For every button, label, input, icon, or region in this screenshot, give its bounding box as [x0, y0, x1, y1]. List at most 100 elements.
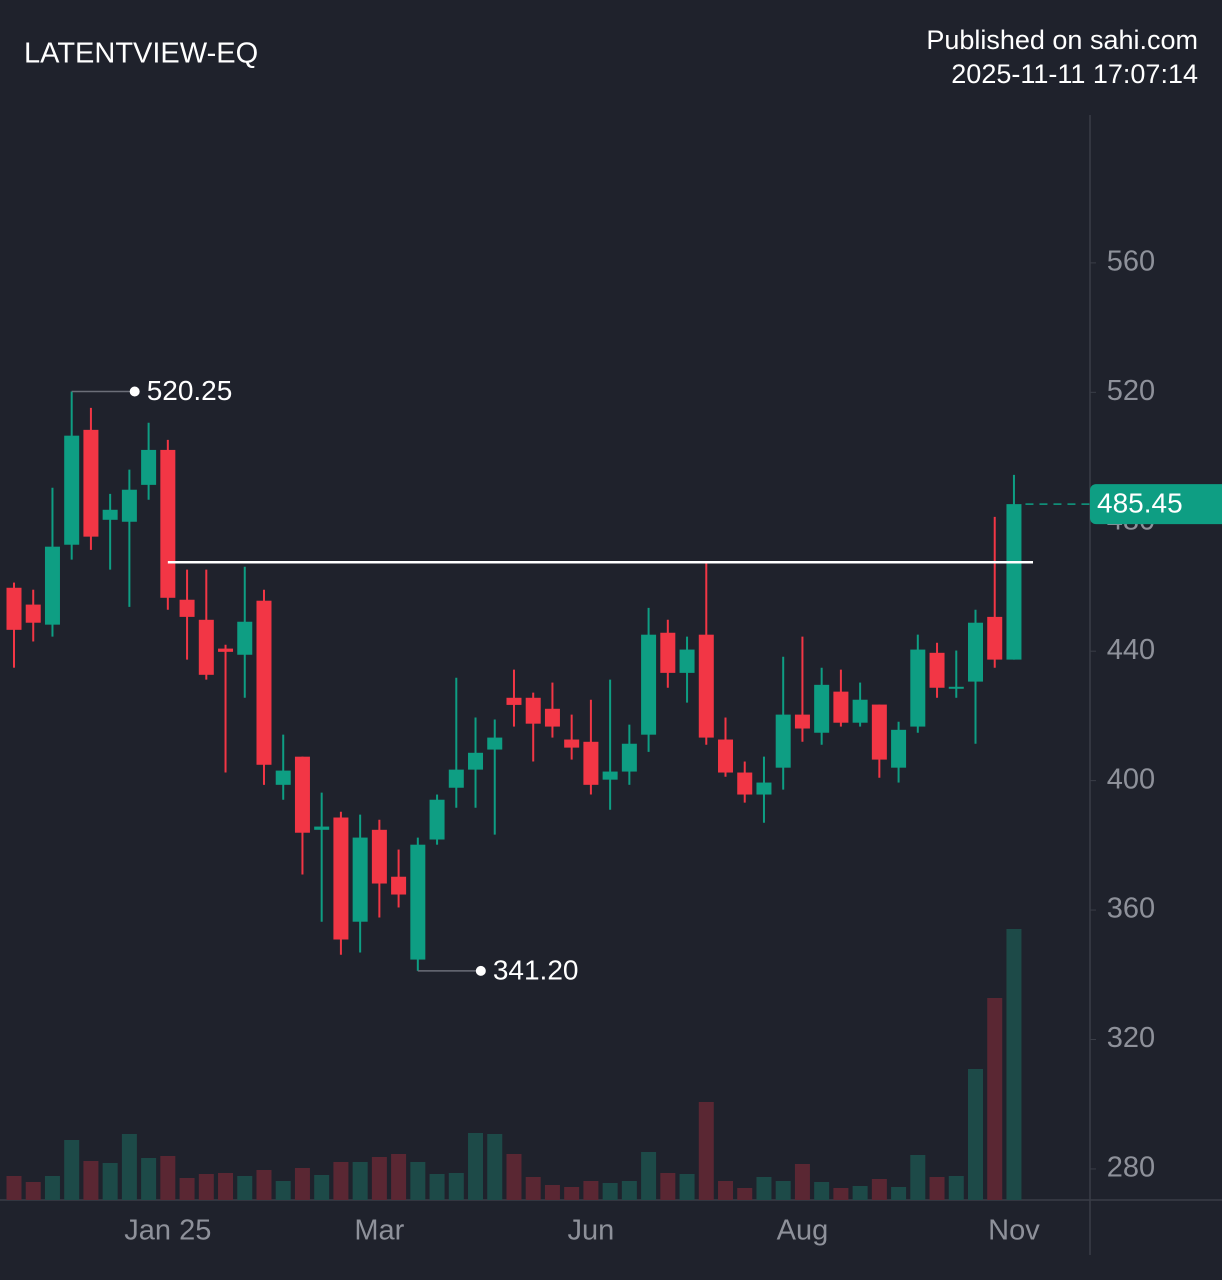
candle-body: [718, 739, 734, 773]
candle-body: [6, 587, 22, 630]
candle-body: [852, 699, 868, 723]
volume-bar: [198, 1174, 214, 1200]
volume-bar: [852, 1186, 868, 1200]
candle-body: [275, 770, 291, 785]
candle-body: [218, 648, 234, 652]
candle-body: [25, 604, 41, 623]
x-tick-label: Jun: [568, 1215, 615, 1247]
volume-bar: [352, 1162, 368, 1200]
candle-body: [314, 826, 330, 830]
candle-body: [487, 737, 503, 750]
annotation-label: 341.20: [493, 954, 579, 985]
volume-bar: [448, 1173, 464, 1200]
candle-body: [641, 634, 657, 735]
volume-bar: [6, 1176, 22, 1200]
candle-body: [429, 799, 445, 840]
candle-body: [775, 714, 791, 768]
volume-bar: [487, 1134, 503, 1200]
volume-bar: [333, 1162, 349, 1200]
volume-bar: [910, 1155, 926, 1200]
y-tick-label: 280: [1107, 1152, 1155, 1184]
volume-bar: [64, 1140, 80, 1200]
volume-bar: [564, 1187, 580, 1200]
last-price-label: 485.45: [1097, 488, 1183, 519]
candle-body: [525, 697, 541, 724]
candle-body: [948, 686, 964, 689]
volume-bar: [83, 1161, 99, 1200]
x-tick-label: Nov: [988, 1215, 1040, 1247]
volume-bar: [429, 1174, 445, 1200]
y-tick-label: 520: [1107, 375, 1155, 407]
candle-body: [679, 649, 695, 673]
candle-body: [660, 632, 676, 673]
candle-body: [121, 489, 137, 522]
volume-bar: [102, 1163, 118, 1200]
volume-bar: [871, 1179, 887, 1200]
volume-bar: [621, 1181, 637, 1200]
volume-bar: [121, 1134, 137, 1200]
volume-bar: [179, 1178, 195, 1200]
candle-body: [371, 829, 387, 884]
volume-bar: [602, 1183, 618, 1200]
candle-body: [333, 817, 349, 940]
volume-bar: [1006, 929, 1022, 1200]
volume-bar: [814, 1182, 830, 1200]
x-tick-label: Aug: [777, 1215, 829, 1247]
volume-bar: [698, 1102, 714, 1200]
candle-body: [968, 622, 983, 682]
volume-bar: [775, 1181, 791, 1200]
volume-bar: [987, 998, 1003, 1200]
volume-bar: [314, 1175, 330, 1200]
candle-body: [891, 729, 907, 768]
volume-bar: [44, 1176, 60, 1200]
volume-bar: [294, 1168, 310, 1200]
candle-body: [814, 684, 830, 733]
candle-body: [871, 704, 887, 760]
volume-bar: [660, 1173, 676, 1200]
candle-body: [468, 752, 484, 770]
annotation-dot: [129, 386, 140, 397]
volume-bar: [371, 1157, 387, 1200]
volume-bar: [141, 1158, 157, 1200]
candle-body: [698, 634, 714, 738]
volume-bar: [25, 1182, 41, 1200]
volume-bar: [218, 1173, 234, 1200]
y-tick-label: 360: [1107, 893, 1155, 925]
candle-body: [198, 619, 214, 675]
volume-bar: [948, 1176, 964, 1200]
last-price-tag: [1090, 484, 1222, 525]
y-tick-label: 320: [1107, 1022, 1155, 1054]
candle-body: [506, 697, 522, 705]
volume-bar: [929, 1177, 945, 1200]
volume-bar: [968, 1069, 983, 1200]
y-tick-label: 400: [1107, 763, 1155, 795]
candle-body: [564, 739, 580, 748]
volume-bar: [410, 1162, 426, 1200]
candle-body: [294, 756, 310, 833]
volume-bar: [718, 1181, 734, 1200]
x-tick-label: Jan 25: [124, 1215, 211, 1247]
volume-bar: [583, 1181, 599, 1200]
candle-body: [544, 708, 560, 727]
volume-bar: [641, 1152, 657, 1200]
volume-bar: [506, 1154, 522, 1200]
volume-bar: [391, 1154, 407, 1200]
candle-body: [794, 714, 810, 729]
x-tick-label: Mar: [354, 1215, 404, 1247]
volume-bar: [679, 1174, 695, 1200]
candle-body: [410, 844, 426, 960]
candle-body: [102, 509, 118, 520]
candle-body: [44, 546, 60, 625]
volume-bar: [160, 1156, 176, 1200]
candle-body: [391, 876, 407, 895]
volume-bar: [544, 1185, 560, 1200]
candle-body: [141, 449, 157, 485]
publisher: Published on sahi.com: [926, 25, 1198, 55]
annotation-label: 520.25: [147, 375, 233, 406]
candle-body: [910, 649, 926, 727]
volume-bar: [256, 1170, 272, 1200]
volume-bar: [525, 1177, 541, 1200]
candle-body: [987, 616, 1003, 660]
volume-bar: [275, 1181, 291, 1200]
volume-bar: [737, 1188, 753, 1200]
